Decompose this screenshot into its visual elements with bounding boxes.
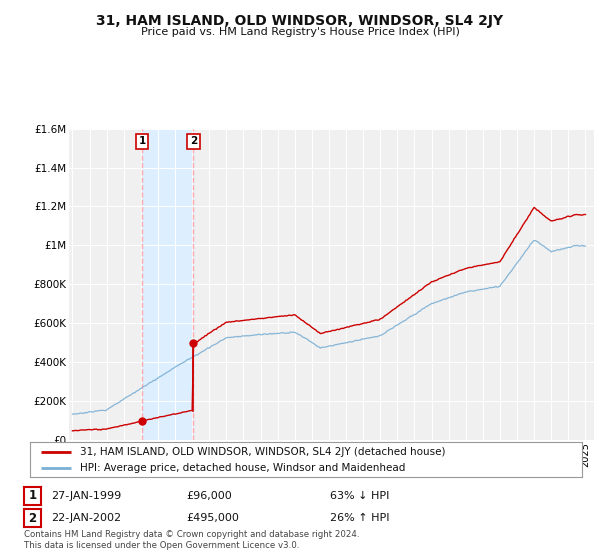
Text: 2: 2: [28, 511, 37, 525]
Text: 63% ↓ HPI: 63% ↓ HPI: [330, 491, 389, 501]
Text: 1: 1: [139, 136, 146, 146]
Text: 2: 2: [190, 136, 197, 146]
Text: 22-JAN-2002: 22-JAN-2002: [51, 513, 121, 523]
Bar: [142, 129, 193, 440]
Text: £495,000: £495,000: [186, 513, 239, 523]
Text: Price paid vs. HM Land Registry's House Price Index (HPI): Price paid vs. HM Land Registry's House …: [140, 27, 460, 37]
Text: This data is licensed under the Open Government Licence v3.0.: This data is licensed under the Open Gov…: [24, 541, 299, 550]
Text: Contains HM Land Registry data © Crown copyright and database right 2024.: Contains HM Land Registry data © Crown c…: [24, 530, 359, 539]
Text: 27-JAN-1999: 27-JAN-1999: [51, 491, 121, 501]
Text: £96,000: £96,000: [186, 491, 232, 501]
Text: 1: 1: [28, 489, 37, 502]
Text: HPI: Average price, detached house, Windsor and Maidenhead: HPI: Average price, detached house, Wind…: [80, 464, 405, 473]
Text: 26% ↑ HPI: 26% ↑ HPI: [330, 513, 389, 523]
Text: 31, HAM ISLAND, OLD WINDSOR, WINDSOR, SL4 2JY: 31, HAM ISLAND, OLD WINDSOR, WINDSOR, SL…: [97, 14, 503, 28]
Text: 31, HAM ISLAND, OLD WINDSOR, WINDSOR, SL4 2JY (detached house): 31, HAM ISLAND, OLD WINDSOR, WINDSOR, SL…: [80, 447, 445, 457]
